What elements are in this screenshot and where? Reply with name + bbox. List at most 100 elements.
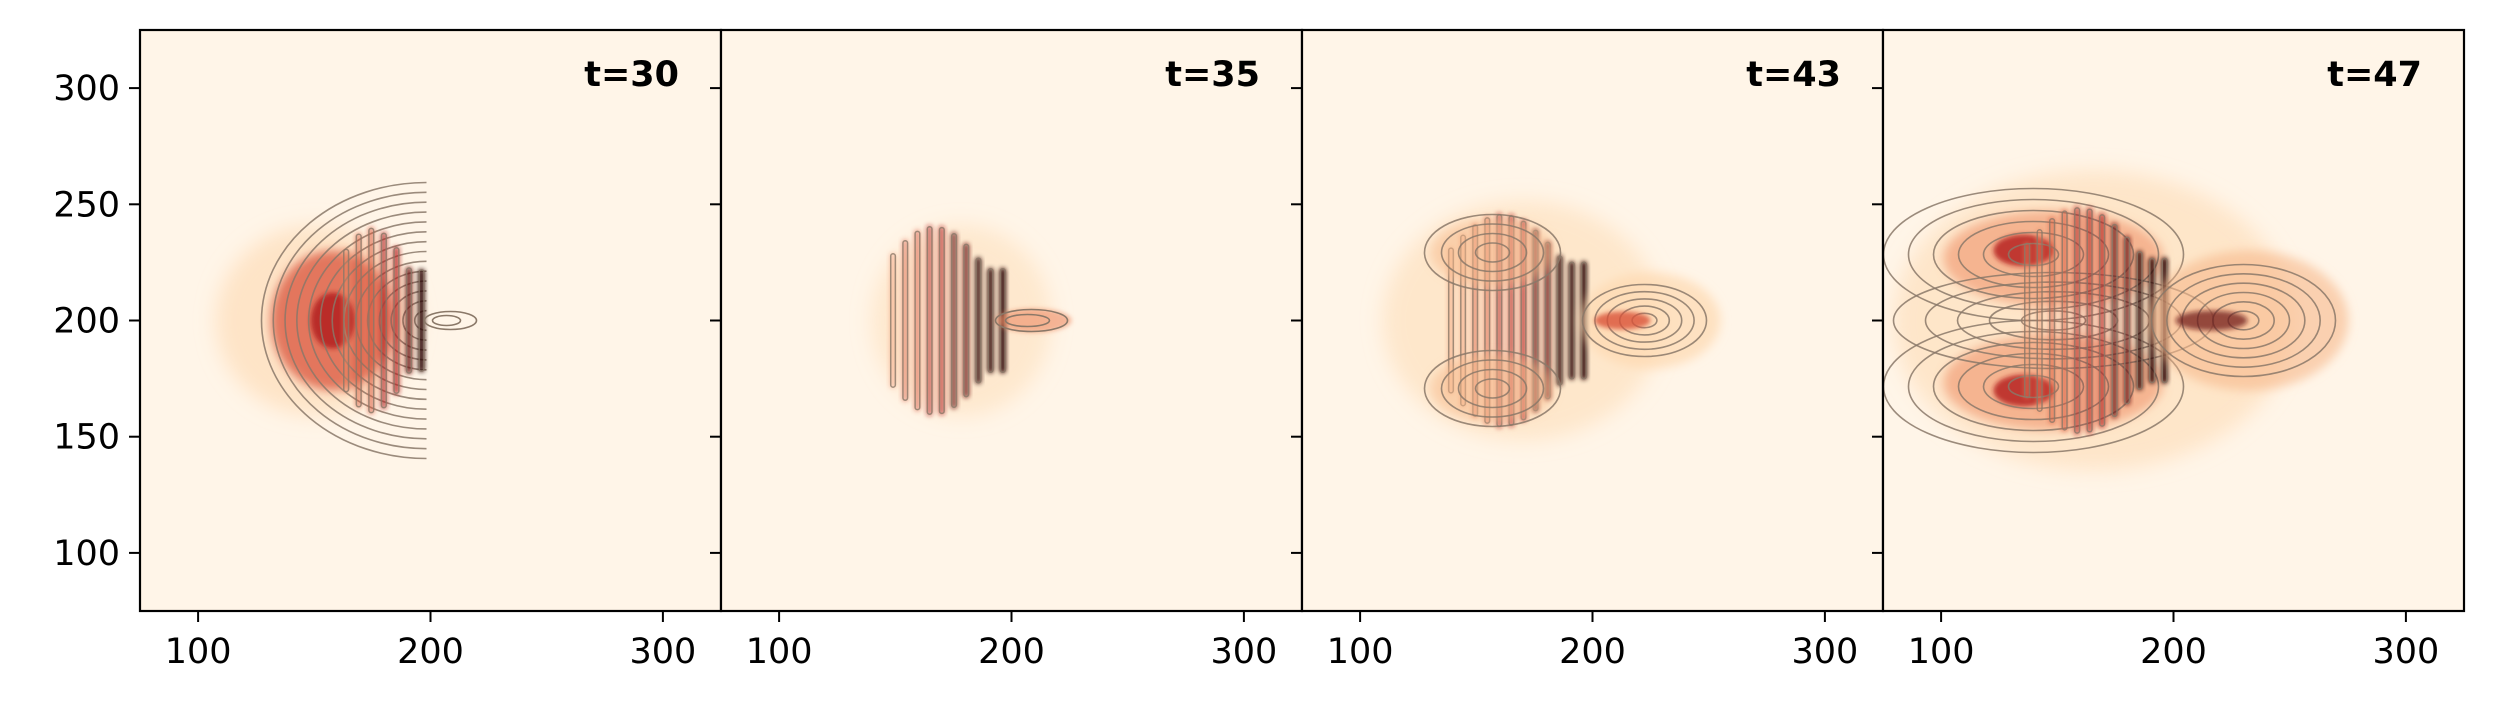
contour-line	[378, 280, 427, 361]
contour-line	[1457, 368, 1528, 409]
x-tick-label: 100	[1908, 632, 1975, 672]
y-tick-label: 300	[53, 69, 120, 109]
contour-line	[1982, 231, 2085, 278]
x-tick-label: 300	[1210, 632, 1277, 672]
contour-line	[950, 232, 958, 409]
contour-line	[431, 314, 462, 327]
contour-line	[355, 233, 362, 408]
x-tick-label: 300	[1791, 632, 1858, 672]
contour-line	[393, 247, 400, 394]
x-tick-label: 300	[2372, 632, 2439, 672]
panel-4: t=47 100 200 300	[1872, 28, 2466, 672]
x-tick-label: 200	[2140, 632, 2207, 672]
contour-line	[914, 230, 921, 411]
contour-line	[1474, 378, 1511, 399]
contour-line	[284, 201, 427, 440]
heatmap-field	[215, 181, 478, 460]
contour-line	[423, 310, 478, 331]
y-tick-label: 200	[53, 302, 120, 342]
contour-line	[1932, 209, 2135, 300]
contour-line	[1423, 213, 1562, 292]
x-tick-label: 100	[746, 632, 813, 672]
contour-line	[1423, 349, 1562, 428]
contour-line	[331, 240, 427, 401]
y-tick-label: 150	[53, 418, 120, 458]
contour-line	[1932, 341, 2135, 432]
x-tick-label: 200	[978, 632, 1045, 672]
field-tail	[2175, 310, 2248, 331]
contour-line	[405, 267, 413, 374]
contour-line	[2086, 208, 2093, 433]
contour-line	[1004, 313, 1051, 328]
contour-line	[1440, 359, 1545, 418]
contour-line	[926, 226, 933, 415]
contour-line	[2111, 223, 2118, 418]
contour-line	[380, 232, 387, 409]
contour-line	[2024, 242, 2031, 399]
contour-line	[296, 211, 427, 430]
upper-lobe	[1423, 213, 1562, 292]
panel-title: t=30	[584, 55, 679, 95]
contour-line	[2007, 242, 2060, 267]
contour-line	[1957, 352, 2110, 421]
x-tick-label: 100	[1327, 632, 1394, 672]
contour-line	[938, 226, 945, 415]
panel-title: t=47	[2327, 55, 2422, 95]
contour-line	[1440, 223, 1545, 282]
lobe-fill	[1430, 354, 1555, 423]
x-tick-label: 200	[397, 632, 464, 672]
contour-line	[307, 221, 427, 420]
contour-line	[366, 270, 427, 371]
heatmap-field	[1883, 170, 2349, 471]
contour-line	[1474, 242, 1511, 263]
contour-line	[2036, 229, 2043, 412]
contour-line	[1568, 261, 1575, 380]
contour-line	[390, 290, 427, 351]
contour-line	[1957, 220, 2110, 289]
right-lobe-fill	[2148, 250, 2349, 391]
contour-line	[975, 257, 982, 384]
contour-line	[1907, 330, 2160, 443]
contour-line	[1457, 232, 1528, 273]
contour-line	[889, 253, 897, 388]
contour-line	[994, 308, 1069, 333]
contour-line	[2124, 236, 2131, 405]
field-tail	[1594, 311, 1651, 330]
contour-line	[368, 227, 375, 414]
contour-line	[2150, 263, 2337, 378]
contour-line	[1484, 217, 1491, 424]
y-tick-label: 250	[53, 185, 120, 225]
x-tick-label: 300	[629, 632, 696, 672]
contour-line	[413, 309, 427, 332]
contour-line	[319, 231, 427, 410]
contour-line	[272, 191, 427, 450]
y-tick-label: 100	[53, 534, 120, 574]
panel-3: t=43 100 200 300	[1291, 28, 1885, 672]
contour-line	[1982, 363, 2085, 410]
contour-line	[987, 268, 994, 373]
contour-line	[2049, 217, 2056, 424]
contour-line	[1581, 283, 1708, 358]
lobe-fill	[1430, 218, 1555, 287]
contour-line	[2007, 374, 2060, 399]
contour-line	[2166, 273, 2321, 368]
contour-line	[343, 248, 350, 393]
contour-line	[2099, 214, 2106, 427]
contour-line	[963, 243, 970, 398]
panel-title: t=35	[1165, 55, 1260, 95]
heatmap-field	[871, 224, 1072, 417]
panel-title: t=43	[1746, 55, 1841, 95]
contour-line	[2136, 251, 2143, 390]
x-tick-label: 100	[165, 632, 232, 672]
panel-2: t=35 100 200 300	[710, 28, 1304, 672]
contour-line	[260, 181, 427, 460]
contour-line	[2061, 210, 2068, 431]
heatmap-field	[1382, 200, 1721, 441]
panel-1: t=30 100 200 300	[129, 28, 723, 672]
x-tick-label: 200	[1559, 632, 1626, 672]
contour-line	[1520, 220, 1527, 421]
contour-line	[902, 240, 909, 401]
field-tail	[995, 308, 1072, 333]
contour-line	[1907, 198, 2160, 311]
